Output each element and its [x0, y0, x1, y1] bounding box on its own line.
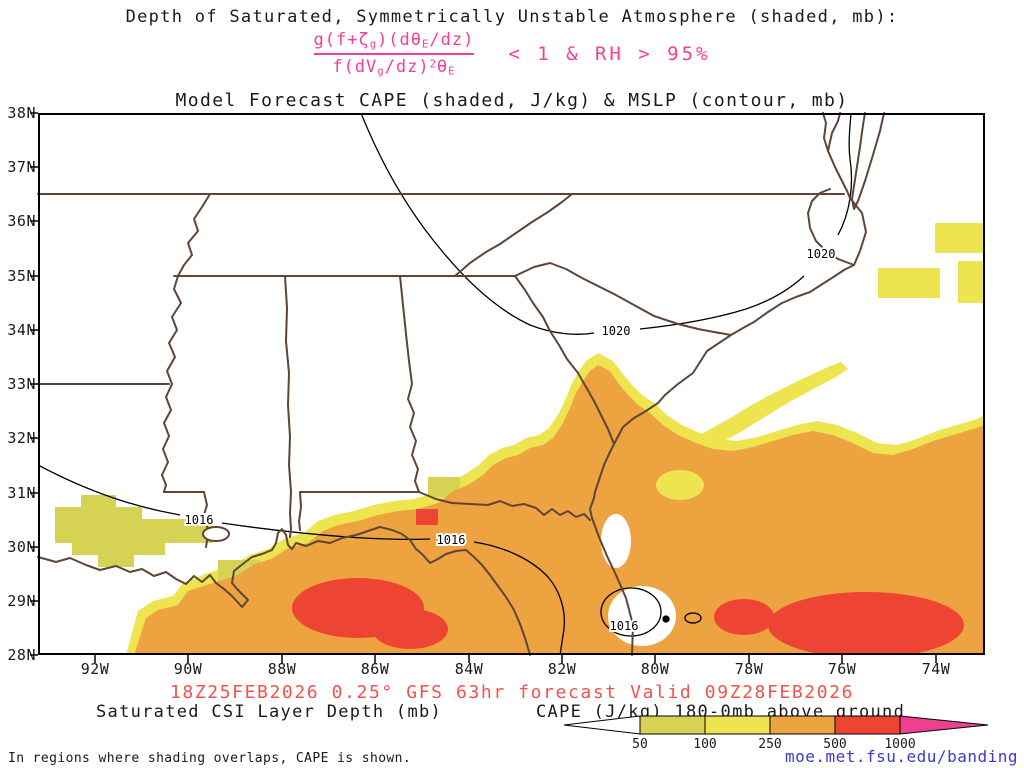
mslp-contour-dot — [662, 615, 670, 623]
shade-white-gap — [601, 514, 631, 568]
shade-yellow-patch — [958, 261, 984, 303]
lon-label: 82W — [547, 660, 577, 678]
lon-label: 76W — [827, 660, 857, 678]
ga-sc-border — [514, 275, 615, 445]
mslp-contour-1016 — [473, 541, 566, 654]
tn-nc-border — [454, 193, 573, 277]
lon-label: 74W — [921, 660, 951, 678]
shade-red-core — [372, 609, 448, 649]
formula-denominator: f(dVg/dz)2θE — [332, 56, 456, 78]
colorbar-tick-label: 100 — [693, 737, 717, 752]
lat-label: 38N — [7, 104, 36, 122]
nc-sc-border — [514, 262, 732, 336]
colorbar-over-arrow — [899, 715, 989, 735]
lat-label: 33N — [7, 375, 36, 393]
svg-text:1020: 1020 — [807, 247, 836, 261]
mslp-contour-layer — [39, 114, 853, 654]
geography-layer — [37, 112, 885, 656]
mslp-contour-small — [684, 612, 702, 624]
colorbar-seg-500-1000 — [834, 715, 901, 735]
lon-label: 84W — [454, 660, 484, 678]
forecast-map: 1020 1020 1016 1016 1016 — [30, 112, 985, 663]
mslp-contour-1016-closed — [600, 587, 662, 637]
ms-al-border — [284, 275, 292, 538]
mslp-contour-1016 — [39, 464, 181, 516]
website-link[interactable]: moe.met.fsu.edu/banding — [784, 747, 1018, 766]
colorbar-seg-50-100 — [639, 715, 706, 735]
colorbar-tick-label: 500 — [823, 737, 847, 752]
lon-label: 86W — [360, 660, 390, 678]
chart-subtitle: Model Forecast CAPE (shaded, J/kg) & MSL… — [175, 90, 849, 111]
legend-csi-label: Saturated CSI Layer Depth (mb) — [96, 702, 443, 722]
shade-khaki-patch — [55, 495, 190, 567]
al-ga-border — [399, 275, 420, 493]
shade-white-gap — [608, 586, 676, 646]
delmarva-peninsula — [851, 112, 885, 210]
lon-label: 92W — [80, 660, 110, 678]
page-title: Depth of Saturated, Symmetrically Unstab… — [125, 7, 899, 27]
axis-ticks — [30, 112, 937, 663]
shade-red-core — [768, 592, 964, 654]
formula-numerator: g(f+ζg)(dθE/dz) — [313, 30, 475, 51]
lat-label: 36N — [7, 212, 36, 230]
lon-label: 90W — [173, 660, 203, 678]
chesapeake-shore — [822, 112, 829, 152]
lon-label: 80W — [640, 660, 670, 678]
ga-fl-border — [418, 491, 591, 521]
svg-text:1016: 1016 — [185, 513, 214, 527]
lat-label: 29N — [7, 592, 36, 610]
shade-yellow-patch — [878, 268, 940, 298]
shade-yellow-hole — [656, 470, 704, 500]
al-fl-border — [298, 491, 420, 531]
lat-label: 30N — [7, 538, 36, 556]
mslp-contour-1020 — [837, 114, 853, 236]
shade-red-core — [714, 599, 774, 635]
contour-labels: 1020 1020 1016 1016 1016 — [183, 245, 838, 635]
mslp-contour-1020 — [639, 275, 805, 330]
gulf-coastline — [37, 526, 531, 656]
lat-label: 28N — [7, 646, 36, 664]
overlap-note: In regions where shading overlaps, CAPE … — [8, 751, 412, 766]
lon-label: 88W — [267, 660, 297, 678]
colorbar-seg-250-500 — [769, 715, 836, 735]
formula-fraction: g(f+ζg)(dθE/dz) f(dVg/dz)2θE — [313, 30, 475, 78]
pamlico-sound-shore — [807, 188, 855, 266]
lat-label: 37N — [7, 158, 36, 176]
lake-pontchartrain — [202, 526, 230, 542]
colorbar-tick-label: 250 — [758, 737, 782, 752]
map-frame — [38, 113, 985, 655]
svg-text:1020: 1020 — [602, 324, 631, 338]
lat-label: 35N — [7, 267, 36, 285]
shade-red-core — [416, 509, 438, 525]
mississippi-river — [161, 193, 211, 493]
shade-yellow-patch — [935, 223, 984, 253]
shade-yellow-band-ne — [678, 362, 848, 455]
lat-label: 31N — [7, 484, 36, 502]
mslp-contour-1020 — [360, 114, 595, 335]
svg-text:1016: 1016 — [610, 619, 639, 633]
formula-condition: < 1 & RH > 95% — [508, 42, 711, 65]
colorbar-tick-label: 1000 — [884, 737, 916, 752]
fraction-bar — [313, 52, 475, 55]
cape-shading-layer — [55, 223, 984, 654]
colorbar-under-arrow — [563, 715, 641, 735]
lat-label: 34N — [7, 321, 36, 339]
lat-label: 32N — [7, 429, 36, 447]
la-ms-border — [163, 491, 210, 548]
colorbar-seg-100-250 — [704, 715, 771, 735]
csi-formula: g(f+ζg)(dθE/dz) f(dVg/dz)2θE < 1 & RH > … — [0, 30, 1024, 77]
forecast-valid-line: 18Z25FEB2026 0.25° GFS 63hr forecast Val… — [169, 682, 855, 703]
svg-text:1016: 1016 — [437, 533, 466, 547]
colorbar-tick-label: 50 — [632, 737, 648, 752]
colorbar — [563, 715, 989, 735]
lon-label: 78W — [734, 660, 764, 678]
